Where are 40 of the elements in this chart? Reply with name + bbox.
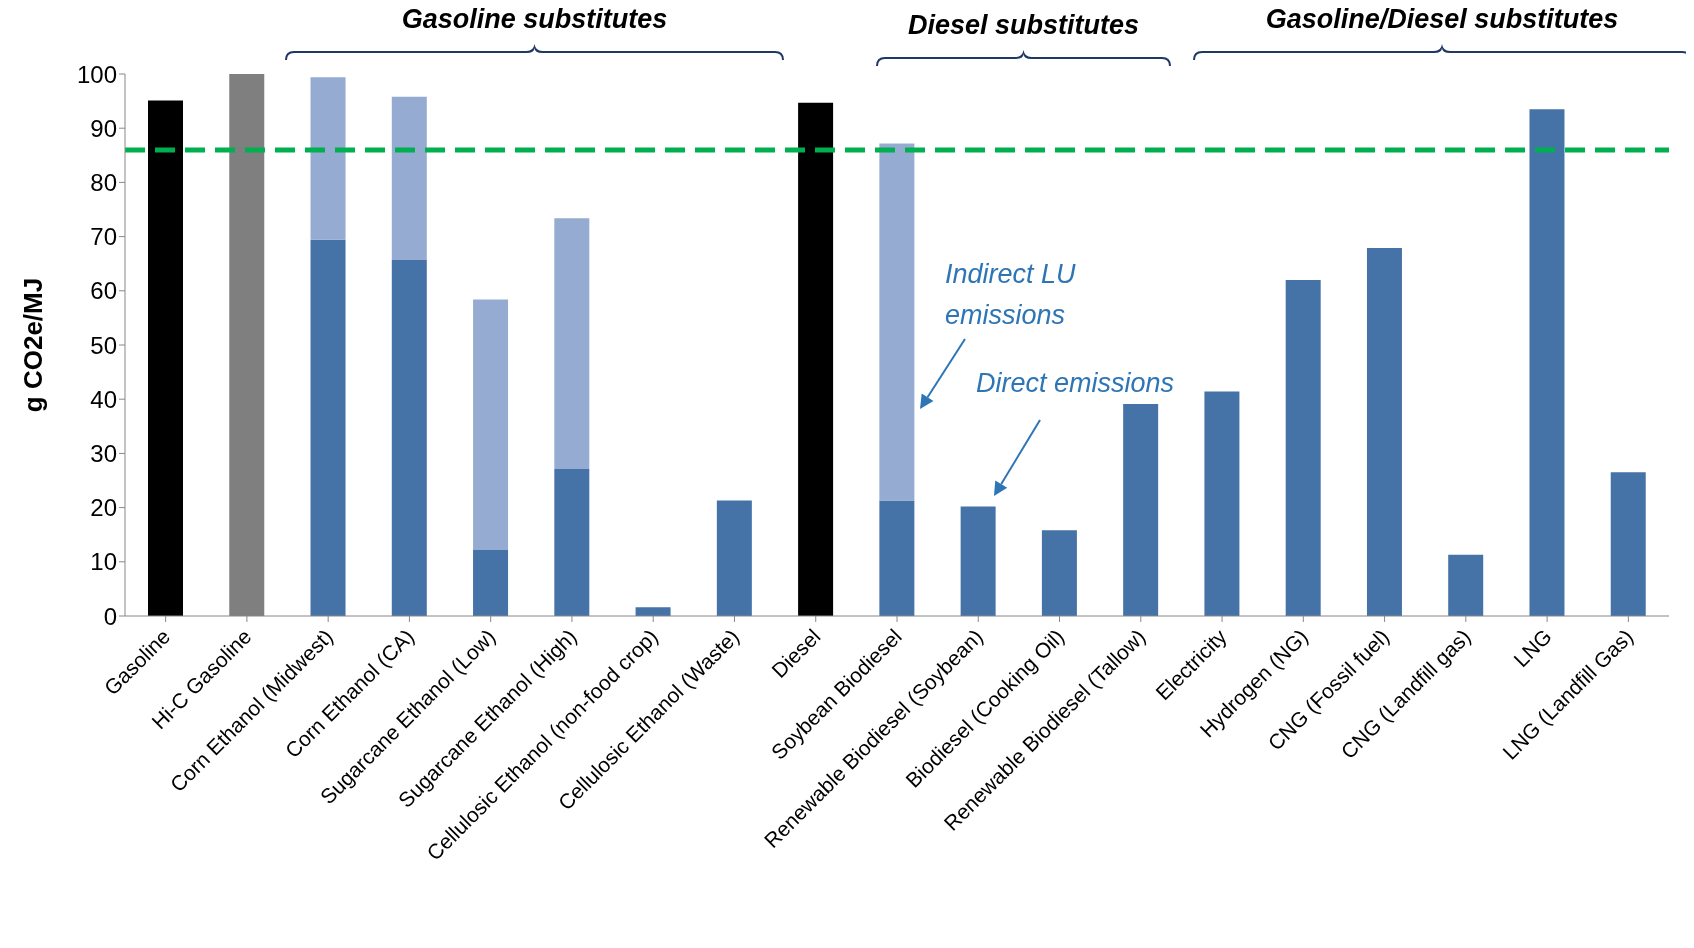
bar [1285, 279, 1321, 616]
bar [1448, 554, 1484, 616]
annotation: Direct emissions [976, 368, 1175, 399]
bar [1529, 109, 1565, 616]
y-tick-label: 20 [90, 494, 117, 522]
y-tick-label: 10 [90, 548, 117, 576]
y-tick-label: 70 [90, 223, 117, 251]
bar [310, 239, 346, 616]
bar [554, 218, 590, 470]
bar [473, 549, 509, 616]
bar [960, 506, 996, 616]
bar [716, 500, 752, 616]
bar [635, 607, 671, 616]
bar [879, 500, 915, 616]
bar [310, 77, 346, 240]
y-axis-title: g CO2e/MJ [18, 277, 49, 413]
bar [473, 299, 509, 550]
bar [1041, 530, 1077, 616]
bar [798, 102, 834, 616]
y-tick-label: 30 [90, 439, 117, 467]
y-tick-label: 40 [90, 385, 117, 413]
bar [1610, 472, 1646, 616]
annotation: Indirect LU emissions [945, 258, 1077, 332]
bar [148, 100, 183, 616]
bar [1123, 404, 1159, 616]
y-tick-label: 50 [90, 331, 117, 359]
y-tick-label: 100 [76, 60, 117, 88]
bar [391, 259, 427, 616]
y-tick-label: 60 [90, 277, 117, 305]
y-tick-label: 0 [103, 602, 117, 630]
text: Gasoline substitutes [400, 4, 669, 35]
y-tick-label: 90 [90, 114, 117, 142]
text: Gasoline/Diesel substitutes [1264, 4, 1620, 35]
text: Diesel substitutes [907, 10, 1140, 40]
bar [1366, 247, 1402, 616]
y-tick-label: 80 [90, 168, 117, 196]
bar [391, 96, 427, 260]
bar [554, 469, 590, 616]
bar [879, 143, 915, 501]
bar [1204, 391, 1240, 616]
